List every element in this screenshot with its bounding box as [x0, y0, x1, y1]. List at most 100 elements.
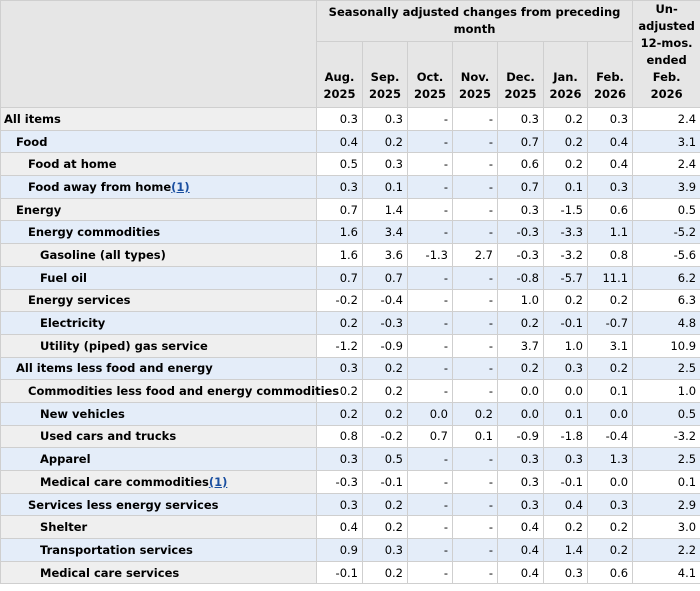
value-cell: -0.1	[316, 560, 363, 585]
value-cell: -	[407, 560, 453, 585]
value-cell: 0.4	[497, 515, 544, 540]
value-cell: 3.4	[362, 220, 408, 245]
row-label: Shelter	[40, 520, 88, 535]
header-row: Aug. 2025 Sep. 2025 Oct. 2025 Nov. 2025 Dec.…	[1, 41, 700, 108]
row-label: Food	[16, 134, 48, 149]
value-cell: -3.2	[543, 243, 588, 267]
table-row: Gasoline (all types) 1.6 3.6 -1.3 2.7 -0.3 -3.…	[0, 243, 700, 267]
value-cell: 0.4	[543, 492, 588, 517]
value-cell: 0.4	[316, 129, 363, 154]
value-cell: -0.3	[497, 220, 544, 245]
value-cell: -	[452, 152, 498, 177]
row-label: Utility (piped) gas service	[40, 338, 208, 353]
row-label-cell: Medical care services	[0, 560, 317, 585]
row-label: Food at home	[28, 157, 117, 172]
value-cell: 0.2	[362, 401, 408, 426]
table-row: Used cars and trucks 0.8 -0.2 0.7 0.1 -0.9 -1.…	[0, 424, 700, 449]
value-cell: 0.2	[452, 401, 498, 426]
row-label: Transportation services	[40, 542, 193, 557]
table-row: Food at home 0.5 0.3- -0.6 0.2 0.4 2.4	[0, 152, 700, 177]
column-header: Aug. 2025	[316, 41, 363, 108]
value-cell: -	[407, 379, 453, 403]
row-label-cell: Transportation services	[0, 538, 317, 562]
value-cell: 0.6	[497, 152, 544, 177]
value-cell: 0.8	[316, 424, 363, 449]
table-row: Electricity 0.2 -0.3- -0.2 -0.1 -0.7 4.8	[0, 311, 700, 335]
table-row: All items less food and energy 0.3 0.2- -0.…	[0, 356, 700, 381]
row-label-cell: Energy	[0, 197, 317, 222]
value-cell: 0.2	[362, 356, 408, 381]
value-cell: 0.3	[316, 107, 363, 131]
value-cell: 3.1	[632, 129, 700, 154]
value-cell: 0.1	[543, 175, 588, 199]
value-cell: -0.1	[543, 470, 588, 494]
row-label-cell: All items less food and energy	[0, 356, 317, 381]
value-cell: 2.4	[632, 107, 700, 131]
value-cell: -	[452, 175, 498, 199]
value-cell: 0.2	[586, 538, 634, 562]
value-cell: -	[452, 379, 498, 403]
row-label-cell: Apparel	[0, 447, 317, 471]
value-cell: -	[452, 538, 498, 562]
footnote-link[interactable]: (1)	[171, 179, 190, 194]
value-cell: 0.5	[316, 152, 363, 177]
table-row: New vehicles 0.2 0.2 0.0 0.2 0.0 0.1 0.0 0.5	[0, 401, 700, 426]
value-cell: 0.3	[362, 107, 408, 131]
value-cell: -1.5	[543, 197, 588, 222]
value-cell: 0.3	[543, 356, 588, 381]
row-label-cell: Food	[0, 129, 317, 154]
value-cell: -	[452, 515, 498, 540]
row-label-cell: Food at home	[0, 152, 317, 177]
value-cell: -	[407, 220, 453, 245]
value-cell: 0.2	[362, 492, 408, 517]
value-cell: -	[452, 220, 498, 245]
table-row: Energy services -0.2 -0.4- -1.0 0.2 0.2 6.3	[0, 288, 700, 313]
table-row: Transportation services 0.9 0.3- -0.4 1.4 0.2…	[0, 538, 700, 562]
value-cell: 0.2	[586, 288, 634, 313]
value-cell: -	[407, 333, 453, 358]
value-cell: 1.3	[586, 447, 634, 471]
value-cell: 0.0	[586, 470, 634, 494]
value-cell: 6.3	[632, 288, 700, 313]
value-cell: 0.2	[543, 515, 588, 540]
table-row: Energy commodities 1.6 3.4- - -0.3 -3.3 1.1 -5.…	[0, 220, 700, 245]
value-cell: -	[452, 492, 498, 517]
value-cell: 2.2	[632, 538, 700, 562]
value-cell: -	[407, 197, 453, 222]
value-cell: 3.6	[362, 243, 408, 267]
row-label-cell: Fuel oil	[0, 265, 317, 290]
value-cell: 2.7	[452, 243, 498, 267]
value-cell: 0.3	[543, 447, 588, 471]
value-cell: 0.1	[362, 175, 408, 199]
value-cell: 0.0	[543, 379, 588, 403]
table-body: All items 0.3 0.3- -0.3 0.2 0.3 2.4 Food 0.4 0.2-…	[0, 107, 700, 585]
table-row: All items 0.3 0.3- -0.3 0.2 0.3 2.4	[0, 107, 700, 131]
value-cell: 3.7	[497, 333, 544, 358]
value-cell: -0.1	[543, 311, 588, 335]
value-cell: -	[407, 311, 453, 335]
value-cell: -0.3	[497, 243, 544, 267]
value-cell: 4.8	[632, 311, 700, 335]
header-row: Seasonally adjusted changes from precedi…	[0, 0, 700, 108]
value-cell: -1.3	[407, 243, 453, 267]
value-cell: -	[452, 129, 498, 154]
value-cell: 0.2	[362, 560, 408, 585]
value-cell: 0.2	[586, 356, 634, 381]
value-cell: 1.0	[497, 288, 544, 313]
value-cell: -1.2	[316, 333, 363, 358]
value-cell: 1.0	[632, 379, 700, 403]
value-cell: 0.3	[316, 447, 363, 471]
value-cell: -0.4	[586, 424, 634, 449]
value-cell: -	[407, 447, 453, 471]
value-cell: -5.2	[632, 220, 700, 245]
footnote-link[interactable]: (1)	[208, 474, 228, 489]
value-cell: -1.8	[543, 424, 588, 449]
value-cell: 0.4	[586, 129, 634, 154]
row-label: Apparel	[40, 452, 91, 467]
value-cell: 1.0	[543, 333, 588, 358]
value-cell: -0.8	[497, 265, 544, 290]
value-cell: -5.6	[632, 243, 700, 267]
row-label-cell: Energy services	[0, 288, 317, 313]
value-cell: -	[407, 470, 453, 494]
corner-cell	[0, 0, 317, 108]
